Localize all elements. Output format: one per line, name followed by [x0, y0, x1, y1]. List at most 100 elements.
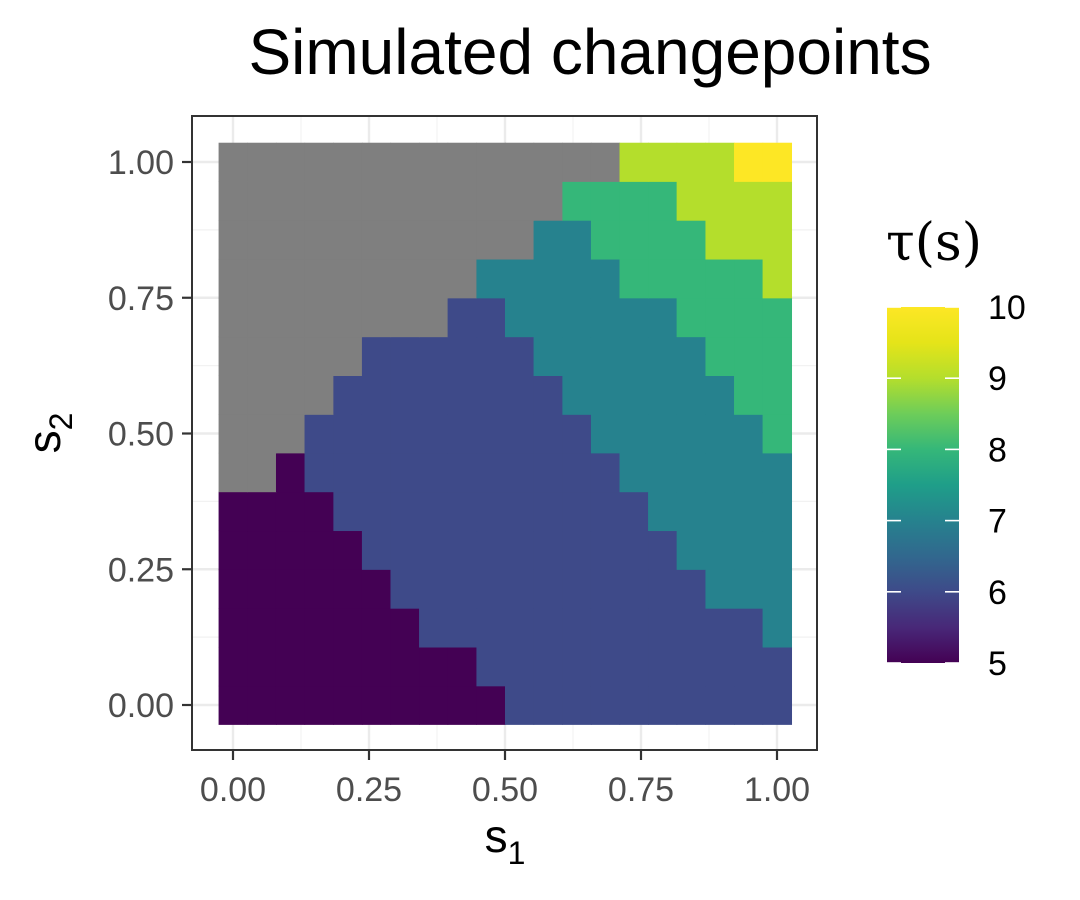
heatmap-cell: [734, 297, 764, 338]
heatmap-cell: [533, 608, 563, 648]
heatmap-cell: [505, 414, 535, 454]
heatmap-cell: [361, 142, 392, 182]
heatmap-cell: [476, 646, 506, 687]
heatmap-cell: [505, 646, 535, 687]
heatmap-cell: [619, 258, 649, 299]
heatmap-cell: [676, 608, 707, 648]
heatmap-cell: [390, 181, 420, 221]
heatmap-cell: [361, 375, 392, 415]
heatmap-cell: [505, 258, 535, 299]
heatmap-cell: [648, 491, 678, 532]
heatmap-cell: [419, 142, 449, 182]
heatmap-cell: [676, 452, 707, 493]
heatmap-cell: [247, 142, 277, 182]
heatmap-cell: [218, 142, 249, 182]
heatmap-cell: [533, 530, 563, 570]
axes: 0.00 0.00 0.25 0.25 0.50 0.50 0.75 0.75 1.00 1.00: [108, 144, 810, 809]
x-tick-label: 0.00: [200, 771, 266, 809]
heatmap-cell: [275, 452, 306, 493]
heatmap-cell: [390, 414, 420, 454]
heatmap-cell: [304, 258, 334, 299]
heatmap-cell: [533, 336, 563, 376]
heatmap-cell: [304, 491, 334, 532]
heatmap-cell: [218, 414, 249, 454]
heatmap-cell: [619, 181, 649, 221]
heatmap-cell: [447, 336, 478, 376]
heatmap-cell: [590, 336, 621, 376]
heatmap-cell: [705, 142, 735, 182]
heatmap-cell: [447, 297, 478, 338]
heatmap-cell: [476, 375, 506, 415]
heatmap-cell: [476, 220, 506, 260]
heatmap-cell: [619, 452, 649, 493]
heatmap-cell: [361, 414, 392, 454]
heatmap-cell: [648, 685, 678, 725]
heatmap-cell: [419, 569, 449, 609]
legend-ticks: 10 9 8 7 6 5: [887, 289, 1026, 683]
heatmap-cell: [676, 142, 707, 182]
heatmap-cell: [533, 646, 563, 687]
heatmap-cell: [419, 375, 449, 415]
heatmap-cell: [361, 569, 392, 609]
heatmap-cell: [762, 297, 793, 338]
heatmap-cell: [676, 491, 707, 532]
heatmap-cell: [333, 608, 363, 648]
heatmap-cell: [447, 646, 478, 687]
heatmap-cell: [247, 375, 277, 415]
heatmap-cell: [304, 608, 334, 648]
heatmap-cell: [476, 258, 506, 299]
heatmap-cell: [562, 414, 592, 454]
heatmap-cell: [562, 220, 592, 260]
heatmap-cell: [619, 608, 649, 648]
heatmap-cell: [533, 297, 563, 338]
heatmap-cell: [676, 414, 707, 454]
heatmap-cell: [590, 142, 621, 182]
heatmap-cell: [762, 220, 793, 260]
heatmap-cell: [447, 608, 478, 648]
heatmap-cell: [533, 685, 563, 725]
x-tick-label: 0.75: [608, 771, 674, 809]
heatmap-cell: [734, 336, 764, 376]
heatmap-cell: [304, 142, 334, 182]
heatmap-cell: [390, 530, 420, 570]
heatmap-cell: [476, 530, 506, 570]
legend-label: 7: [988, 503, 1007, 541]
heatmap-cell: [218, 181, 249, 221]
heatmap-cell: [476, 142, 506, 182]
heatmap-cell: [705, 336, 735, 376]
y-tick-label: 0.75: [108, 280, 174, 318]
heatmap-cell: [390, 336, 420, 376]
heatmap-cell: [619, 297, 649, 338]
heatmap-cell: [447, 530, 478, 570]
heatmap-cell: [619, 220, 649, 260]
heatmap-cell: [447, 258, 478, 299]
heatmap-cell: [333, 685, 363, 725]
heatmap-cell: [705, 685, 735, 725]
heatmap-cell: [648, 530, 678, 570]
heatmap-cell: [505, 685, 535, 725]
heatmap-cell: [648, 336, 678, 376]
heatmap-cell: [275, 258, 306, 299]
heatmap-cell: [390, 297, 420, 338]
heatmap-cell: [275, 375, 306, 415]
heatmap-cell: [762, 685, 793, 725]
heatmap-cell: [734, 608, 764, 648]
heatmap-cell: [304, 414, 334, 454]
heatmap-cell: [333, 142, 363, 182]
x-tick-label: 1.00: [744, 771, 810, 809]
heatmap-cell: [590, 452, 621, 493]
heatmap-cell: [218, 608, 249, 648]
heatmap-cell: [762, 142, 793, 182]
heatmap-cell: [333, 569, 363, 609]
heatmap-cell: [648, 608, 678, 648]
heatmap-cell: [275, 569, 306, 609]
heatmap-cell: [734, 491, 764, 532]
y-tick-label: 0.25: [108, 551, 174, 589]
heatmap-cell: [476, 685, 506, 725]
heatmap-cell: [562, 685, 592, 725]
heatmap-cell: [275, 220, 306, 260]
heatmap-cell: [505, 336, 535, 376]
y-tick-label: 0.00: [108, 687, 174, 725]
heatmap-cell: [619, 646, 649, 687]
